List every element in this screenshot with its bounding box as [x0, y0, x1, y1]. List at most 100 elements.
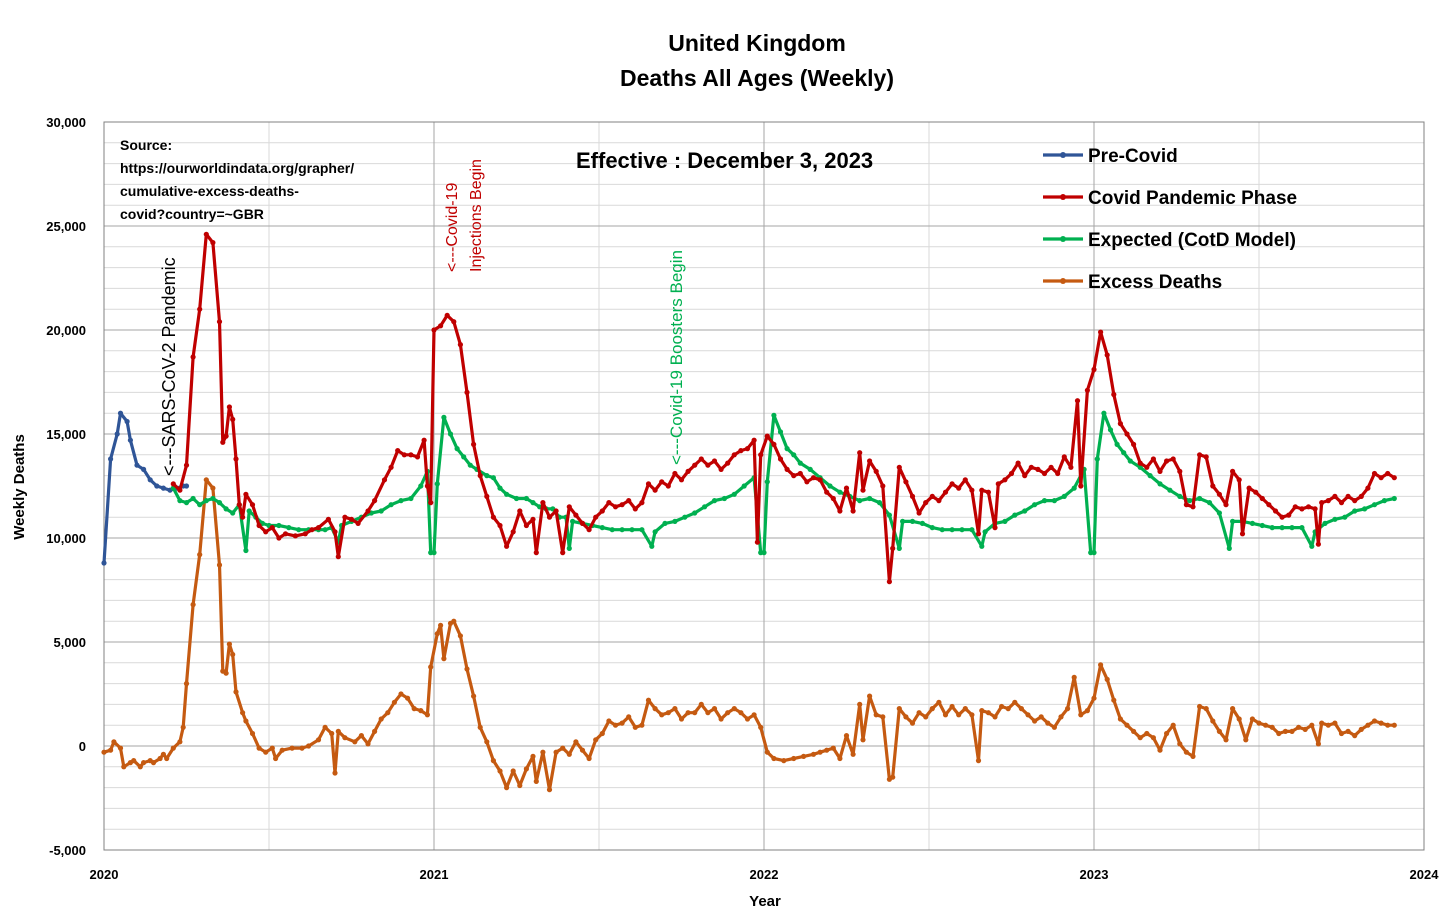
data-point-expected-cotd-model: [777, 429, 784, 435]
data-point-covid-pandemic-phase: [1286, 512, 1292, 518]
source-line-3: cumulative-excess-deaths-: [120, 183, 299, 199]
data-point-expected-cotd-model: [1269, 525, 1275, 531]
data-point-expected-cotd-model: [764, 479, 770, 485]
data-point-excess-deaths: [240, 710, 246, 716]
data-point-expected-cotd-model: [672, 518, 678, 525]
data-point-covid-pandemic-phase: [645, 481, 652, 487]
data-point-expected-cotd-model: [771, 412, 777, 418]
data-point-covid-pandemic-phase: [771, 441, 777, 447]
data-point-excess-deaths: [652, 706, 658, 712]
data-point-pre-covid: [117, 410, 124, 416]
data-point-excess-deaths: [1065, 706, 1071, 712]
data-point-covid-pandemic-phase: [1084, 387, 1090, 393]
data-point-excess-deaths: [411, 706, 417, 712]
data-point-covid-pandemic-phase: [1266, 502, 1272, 508]
data-point-excess-deaths: [553, 749, 559, 755]
data-point-excess-deaths: [358, 733, 364, 739]
data-point-excess-deaths: [464, 666, 470, 672]
data-point-covid-pandemic-phase: [731, 452, 737, 458]
data-point-covid-pandemic-phase: [332, 529, 338, 535]
data-point-covid-pandemic-phase: [886, 579, 893, 585]
data-point-covid-pandemic-phase: [975, 531, 982, 537]
data-point-excess-deaths: [1269, 724, 1275, 730]
data-point-covid-pandemic-phase: [1190, 504, 1196, 510]
data-point-excess-deaths: [880, 714, 886, 720]
data-point-expected-cotd-model: [183, 500, 190, 506]
data-point-covid-pandemic-phase: [1292, 504, 1298, 510]
data-point-excess-deaths: [546, 787, 553, 793]
data-point-covid-pandemic-phase: [263, 529, 269, 535]
data-point-excess-deaths: [1032, 718, 1038, 724]
data-point-covid-pandemic-phase: [510, 529, 516, 535]
data-point-expected-cotd-model: [216, 500, 223, 506]
data-point-excess-deaths: [1256, 720, 1262, 726]
data-point-excess-deaths: [1210, 718, 1216, 724]
data-point-expected-cotd-model: [896, 545, 902, 552]
data-point-covid-pandemic-phase: [395, 448, 401, 454]
data-point-covid-pandemic-phase: [1074, 398, 1081, 404]
data-point-expected-cotd-model: [1362, 506, 1368, 512]
data-point-covid-pandemic-phase: [850, 508, 856, 514]
data-point-covid-pandemic-phase: [784, 466, 790, 472]
data-point-excess-deaths: [718, 716, 724, 722]
data-point-excess-deaths: [1012, 699, 1018, 705]
data-point-covid-pandemic-phase: [890, 545, 896, 552]
data-point-expected-cotd-model: [649, 543, 655, 549]
data-point-excess-deaths: [1249, 716, 1255, 722]
data-point-excess-deaths: [1302, 726, 1308, 733]
data-point-covid-pandemic-phase: [1246, 485, 1252, 491]
data-point-covid-pandemic-phase: [223, 433, 229, 439]
data-point-excess-deaths: [210, 485, 216, 491]
data-point-covid-pandemic-phase: [764, 433, 770, 439]
data-point-excess-deaths: [619, 720, 625, 726]
annotation-boosters: <---Covid-19 Boosters Begin: [667, 250, 686, 465]
data-point-excess-deaths: [867, 693, 873, 699]
data-point-covid-pandemic-phase: [1312, 506, 1318, 512]
data-point-covid-pandemic-phase: [566, 504, 572, 510]
data-point-excess-deaths: [942, 712, 949, 718]
data-point-expected-cotd-model: [1249, 520, 1255, 527]
data-point-covid-pandemic-phase: [824, 489, 830, 495]
data-point-covid-pandemic-phase: [873, 468, 879, 474]
data-point-covid-pandemic-phase: [1183, 502, 1189, 508]
data-point-excess-deaths: [1190, 753, 1196, 760]
data-point-expected-cotd-model: [513, 495, 520, 502]
data-point-excess-deaths: [352, 739, 358, 745]
data-point-covid-pandemic-phase: [276, 535, 282, 541]
data-point-covid-pandemic-phase: [471, 441, 477, 447]
data-point-excess-deaths: [391, 699, 397, 705]
data-point-covid-pandemic-phase: [497, 522, 503, 529]
legend-item-covid-pandemic-phase: Covid Pandemic Phase: [1043, 188, 1297, 209]
annotation-injections-line-1: <---Covid-19: [444, 183, 461, 272]
data-point-expected-cotd-model: [530, 500, 536, 506]
data-point-pre-covid: [160, 485, 166, 491]
data-point-excess-deaths: [226, 641, 232, 647]
data-point-covid-pandemic-phase: [484, 493, 490, 499]
data-point-excess-deaths: [979, 708, 985, 714]
data-point-covid-pandemic-phase: [1305, 504, 1312, 510]
data-point-expected-cotd-model: [1167, 487, 1173, 493]
series-excess-deaths: [101, 477, 1397, 793]
data-point-excess-deaths: [438, 622, 444, 629]
annotation-boosters-text: <---Covid-19 Boosters Begin: [667, 250, 686, 465]
data-point-excess-deaths: [418, 708, 424, 714]
data-point-excess-deaths: [451, 618, 457, 624]
data-point-excess-deaths: [909, 720, 916, 726]
data-point-excess-deaths: [632, 724, 638, 730]
data-point-expected-cotd-model: [378, 508, 384, 514]
data-point-expected-cotd-model: [441, 414, 447, 420]
data-point-covid-pandemic-phase: [1203, 454, 1209, 460]
data-point-covid-pandemic-phase: [880, 483, 886, 489]
plot-area-frame: [103, 121, 1425, 851]
data-point-excess-deaths: [164, 755, 170, 762]
data-point-excess-deaths: [1144, 730, 1150, 737]
data-point-covid-pandemic-phase: [659, 479, 665, 485]
data-point-covid-pandemic-phase: [540, 500, 546, 506]
legend-marker-excess-deaths: [1060, 278, 1066, 284]
data-point-excess-deaths: [593, 737, 599, 743]
y-tick-label: 20,000: [46, 323, 86, 338]
data-point-covid-pandemic-phase: [619, 502, 625, 508]
annotation-sars-cov-2-text: <---SARS-CoV-2 Pandemic: [159, 257, 179, 476]
data-point-expected-cotd-model: [784, 446, 790, 452]
data-point-covid-pandemic-phase: [652, 487, 658, 493]
